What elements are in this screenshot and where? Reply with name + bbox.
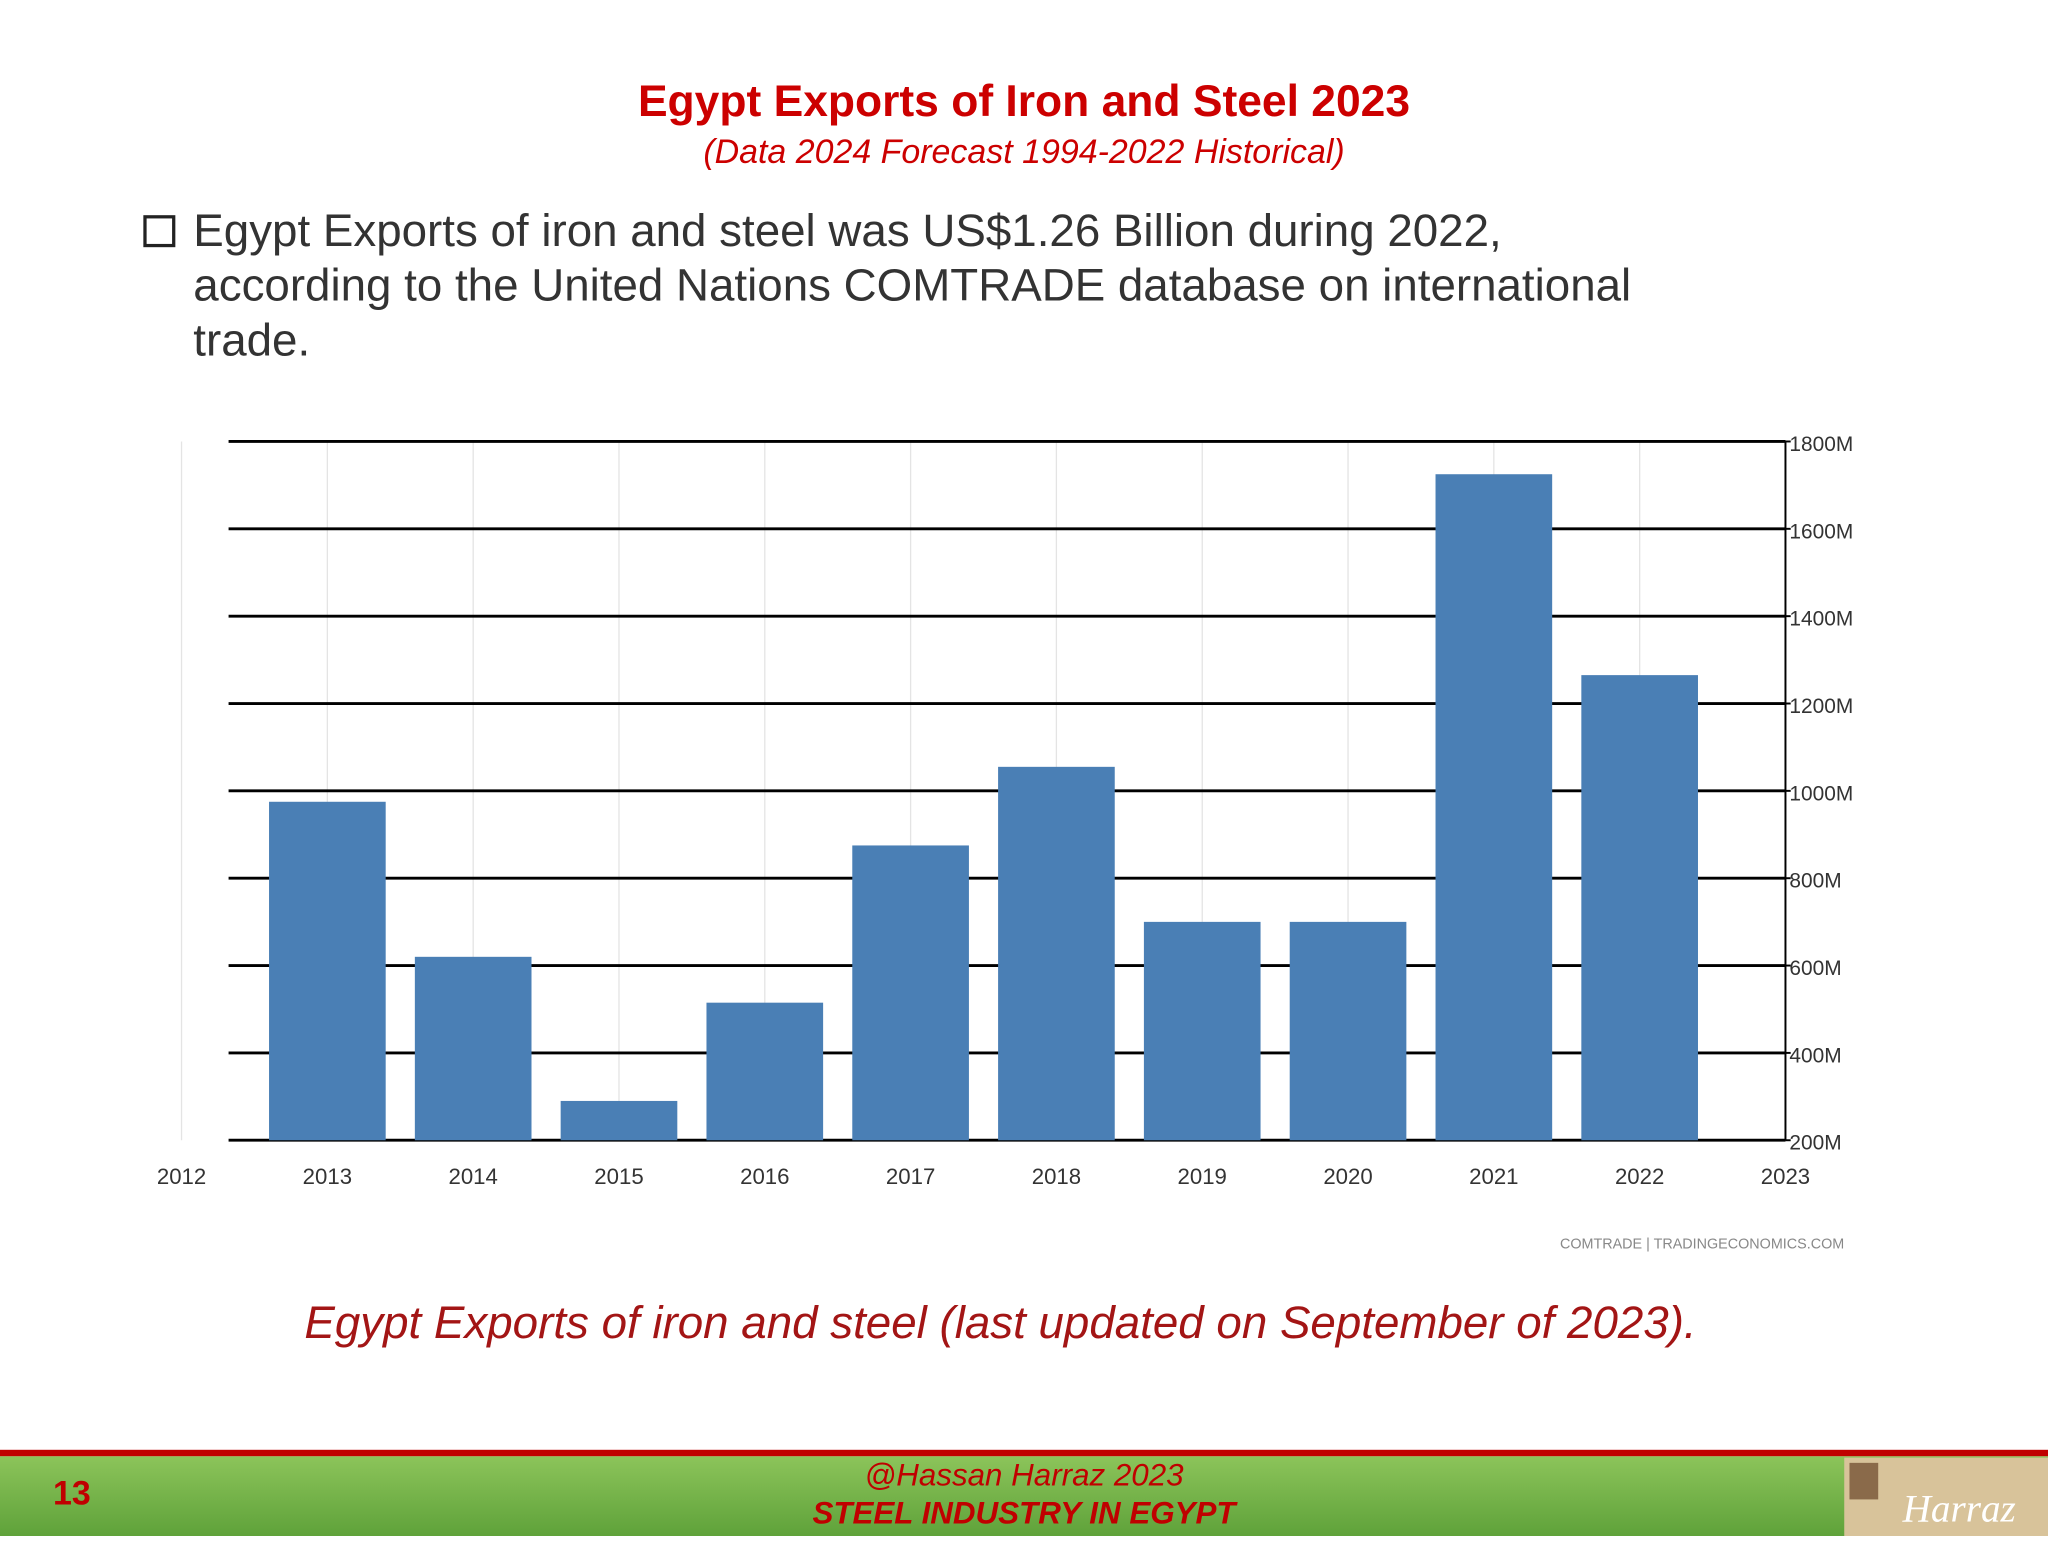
- logo-photo: [1849, 1462, 1879, 1500]
- x-tick-label: 2016: [740, 1164, 789, 1189]
- y-tick-label: 1000M: [1789, 782, 1853, 805]
- logo-text: Harraz: [1902, 1487, 2016, 1530]
- bar: [998, 766, 1115, 1141]
- x-tick-label: 2014: [448, 1164, 497, 1189]
- bar: [1435, 474, 1553, 1141]
- bar: [414, 956, 532, 1141]
- x-tick-label: 2017: [886, 1164, 935, 1189]
- y-tick-label: 800M: [1789, 870, 1841, 893]
- bar: [852, 845, 969, 1141]
- slide-title: Egypt Exports of Iron and Steel 2023: [638, 77, 1410, 126]
- slide-subtitle: (Data 2024 Forecast 1994-2022 Historical…: [703, 133, 1344, 171]
- x-tick-label: 2018: [1032, 1164, 1081, 1189]
- bar: [1143, 921, 1261, 1141]
- x-tick-label: 2022: [1615, 1164, 1664, 1189]
- y-tick-label: 200M: [1789, 1132, 1841, 1155]
- y-tick-label: 600M: [1789, 957, 1841, 980]
- bar: [560, 1100, 678, 1141]
- page-number: 13: [53, 1474, 91, 1512]
- bar: [706, 1002, 824, 1141]
- bar: [1289, 921, 1407, 1141]
- footer-rule: [0, 1449, 2048, 1457]
- footer-author: @Hassan Harraz 2023: [864, 1458, 1184, 1493]
- footer-subtitle: STEEL INDUSTRY IN EGYPT: [812, 1495, 1238, 1530]
- bullet-line: trade.: [193, 315, 310, 366]
- y-tick-label: 1600M: [1789, 520, 1853, 543]
- y-tick-label: 1400M: [1789, 608, 1853, 631]
- bullet-line: Egypt Exports of iron and steel was US$1…: [193, 205, 1501, 256]
- x-tick-label: 2012: [157, 1164, 206, 1189]
- x-tick-label: 2015: [594, 1164, 643, 1189]
- bar: [1581, 675, 1698, 1141]
- y-tick-label: 1200M: [1789, 695, 1853, 718]
- y-tick-label: 1800M: [1789, 433, 1853, 456]
- chart-source: COMTRADE | TRADINGECONOMICS.COM: [1560, 1237, 1844, 1253]
- x-tick-label: 2020: [1323, 1164, 1372, 1189]
- caption: Egypt Exports of iron and steel (last up…: [304, 1297, 1696, 1348]
- y-tick-label: 400M: [1789, 1044, 1841, 1067]
- x-tick-label: 2019: [1178, 1164, 1227, 1189]
- footer-band: [0, 1456, 2048, 1536]
- bullet-box: [143, 215, 176, 248]
- x-tick-label: 2013: [303, 1164, 352, 1189]
- bar: [269, 801, 386, 1141]
- x-tick-label: 2023: [1761, 1164, 1810, 1189]
- bullet-line: according to the United Nations COMTRADE…: [193, 260, 1631, 311]
- x-tick-label: 2021: [1469, 1164, 1518, 1189]
- chart: 2012 2013 2014 2015 2016 2017 2018 2019 2020 2021…: [157, 433, 1853, 1189]
